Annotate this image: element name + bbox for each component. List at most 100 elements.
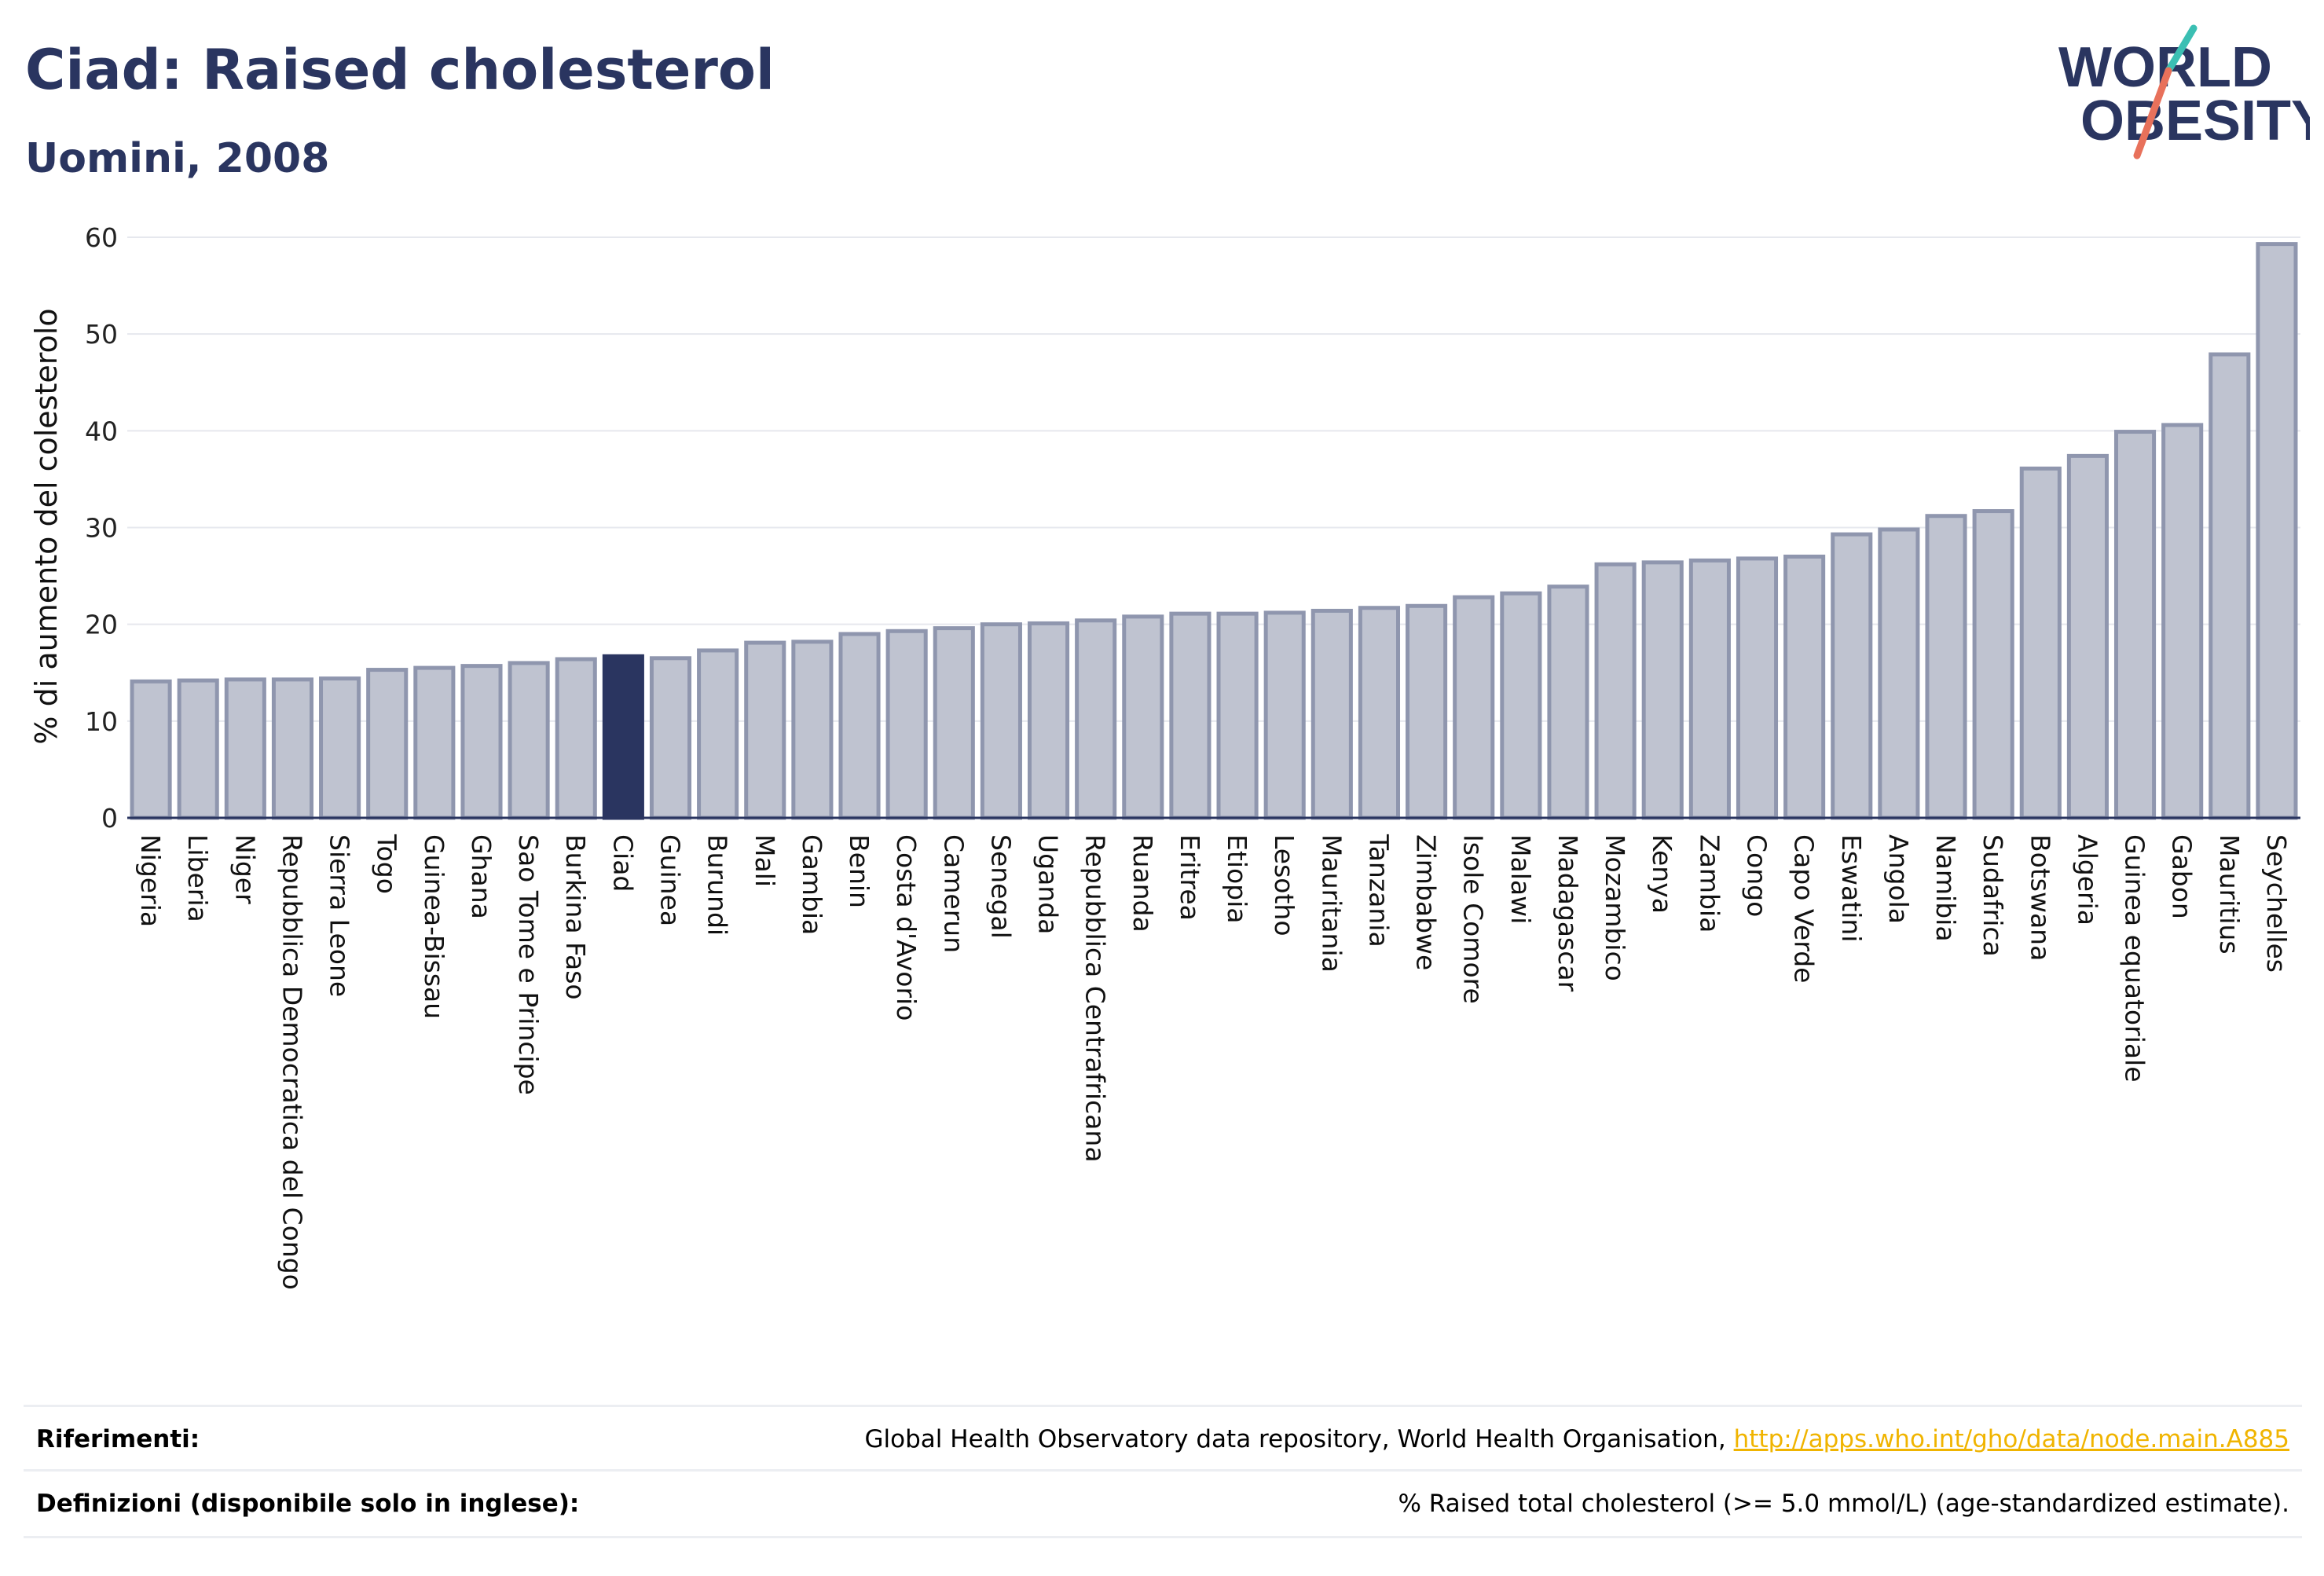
definitions-text: % Raised total cholesterol (>= 5.0 mmol/… xyxy=(1398,1490,2289,1518)
y-axis-title: % di aumento del colesterolo xyxy=(29,308,64,744)
world-obesity-logo: WORLD OBESITY xyxy=(2058,24,2310,159)
x-tick-label: Kenya xyxy=(1647,834,1677,914)
x-tick-label: Senegal xyxy=(985,834,1016,939)
bar xyxy=(1122,614,1164,820)
x-tick-label: Namibia xyxy=(1930,834,1961,942)
x-tick-label: Sudafrica xyxy=(1978,834,2008,957)
bar xyxy=(1594,562,1637,820)
x-tick-label: Tanzania xyxy=(1363,834,1394,947)
bar xyxy=(1688,558,1731,820)
x-tick-label: Seychelles xyxy=(2261,834,2292,973)
bar xyxy=(1972,509,2014,820)
x-tick-label: Congo xyxy=(1742,834,1772,917)
bar xyxy=(1453,595,1495,820)
logo-slash-coral xyxy=(2133,67,2172,159)
bar xyxy=(1263,610,1306,820)
page-subtitle: Uomini, 2008 xyxy=(25,135,330,182)
bar xyxy=(1216,611,1259,820)
bar xyxy=(2161,423,2204,820)
y-tick-label: 50 xyxy=(85,319,118,350)
bar-highlight xyxy=(602,654,644,820)
x-tick-label: Ghana xyxy=(466,834,497,919)
x-axis-labels: Nigeria Liberia Niger Repubblica Democratic… xyxy=(135,834,2292,1290)
x-tick-label: Benin xyxy=(844,834,874,908)
references-label: Riferimenti: xyxy=(36,1425,200,1453)
bar-chart: 0 10 20 30 40 50 60 Nigeria Liberia Niger Repubbl… xyxy=(29,222,2300,1290)
x-tick-label: Costa d'Avorio xyxy=(891,834,922,1021)
x-tick-label: Zambia xyxy=(1694,834,1725,933)
definitions-row: Definizioni (disponibile solo in inglese… xyxy=(24,1469,2302,1538)
bar xyxy=(2019,466,2062,820)
x-tick-label: Botswana xyxy=(2025,834,2055,961)
definitions-label: Definizioni (disponibile solo in inglese… xyxy=(36,1490,580,1518)
logo-slash-teal xyxy=(2165,24,2198,75)
x-tick-label: Guinea-Bissau xyxy=(419,834,449,1019)
bar xyxy=(2066,453,2109,820)
bar xyxy=(980,622,1022,820)
x-tick-label: Burkina Faso xyxy=(560,834,591,1000)
x-tick-label: Sierra Leone xyxy=(324,834,355,997)
x-tick-label: Mali xyxy=(750,834,780,887)
x-tick-label: Repubblica Democratica del Congo xyxy=(277,834,307,1290)
x-tick-label: Liberia xyxy=(182,834,213,922)
bar xyxy=(271,677,314,820)
x-tick-label: Mauritius xyxy=(2214,834,2245,955)
bar xyxy=(319,676,361,820)
x-tick-label: Uganda xyxy=(1033,834,1064,934)
bar xyxy=(1831,532,1873,820)
x-tick-label: Malawi xyxy=(1505,834,1536,924)
x-tick-label: Camerun xyxy=(938,834,969,953)
references-row: Riferimenti: Global Health Observatory d… xyxy=(24,1405,2302,1472)
bar xyxy=(838,632,881,820)
chart-bars xyxy=(130,242,2298,820)
y-tick-label: 40 xyxy=(85,416,118,446)
bar xyxy=(933,626,975,820)
bar xyxy=(1358,606,1401,820)
bar xyxy=(366,668,409,820)
x-tick-label: Nigeria xyxy=(135,834,166,927)
y-tick-label: 10 xyxy=(85,706,118,737)
y-tick-label: 60 xyxy=(85,222,118,253)
x-tick-label: Algeria xyxy=(2072,834,2102,925)
x-tick-label: Lesotho xyxy=(1269,834,1299,936)
bar xyxy=(177,678,219,820)
y-tick-label: 20 xyxy=(85,610,118,640)
x-tick-label: Gabon xyxy=(2167,834,2198,919)
bar xyxy=(1547,585,1589,820)
x-tick-label: Togo xyxy=(372,834,402,894)
bar xyxy=(224,677,266,820)
bar xyxy=(1500,591,1542,820)
page-title: Ciad: Raised cholesterol xyxy=(25,38,775,102)
bar xyxy=(413,665,456,820)
references-link[interactable]: http://apps.who.int/gho/data/node.main.A… xyxy=(1733,1425,2289,1453)
bar xyxy=(130,679,172,820)
x-tick-label: Etiopia xyxy=(1222,834,1252,924)
y-tick-label: 30 xyxy=(85,513,118,544)
bar xyxy=(1027,621,1070,820)
bar xyxy=(555,657,597,820)
bar xyxy=(1925,514,1967,820)
bar xyxy=(791,640,834,820)
x-tick-label: Gambia xyxy=(797,834,827,935)
bar xyxy=(1169,611,1211,820)
bar xyxy=(1641,560,1684,820)
x-tick-label: Eswatini xyxy=(1836,834,1867,942)
x-tick-label: Guinea equatoriale xyxy=(2120,834,2150,1083)
bar xyxy=(1878,527,1920,820)
x-tick-label: Angola xyxy=(1883,834,1914,924)
x-tick-label: Capo Verde xyxy=(1789,834,1820,983)
x-tick-label: Repubblica Centrafricana xyxy=(1080,834,1111,1163)
bar xyxy=(697,648,739,820)
references-text: Global Health Observatory data repositor… xyxy=(864,1425,1734,1453)
bar xyxy=(2256,242,2298,820)
x-tick-label: Ruanda xyxy=(1127,834,1158,933)
x-tick-label: Eritrea xyxy=(1175,834,1205,921)
x-tick-label: Guinea xyxy=(655,834,686,926)
logo-word-obesity: OBESITY xyxy=(2080,90,2310,152)
x-tick-label: Mauritania xyxy=(1316,834,1347,973)
bar xyxy=(1310,608,1353,820)
x-tick-label: Niger xyxy=(229,834,260,904)
x-tick-label: Ciad xyxy=(607,834,638,892)
bar xyxy=(1736,556,1779,820)
references-value: Global Health Observatory data repositor… xyxy=(865,1425,2302,1453)
